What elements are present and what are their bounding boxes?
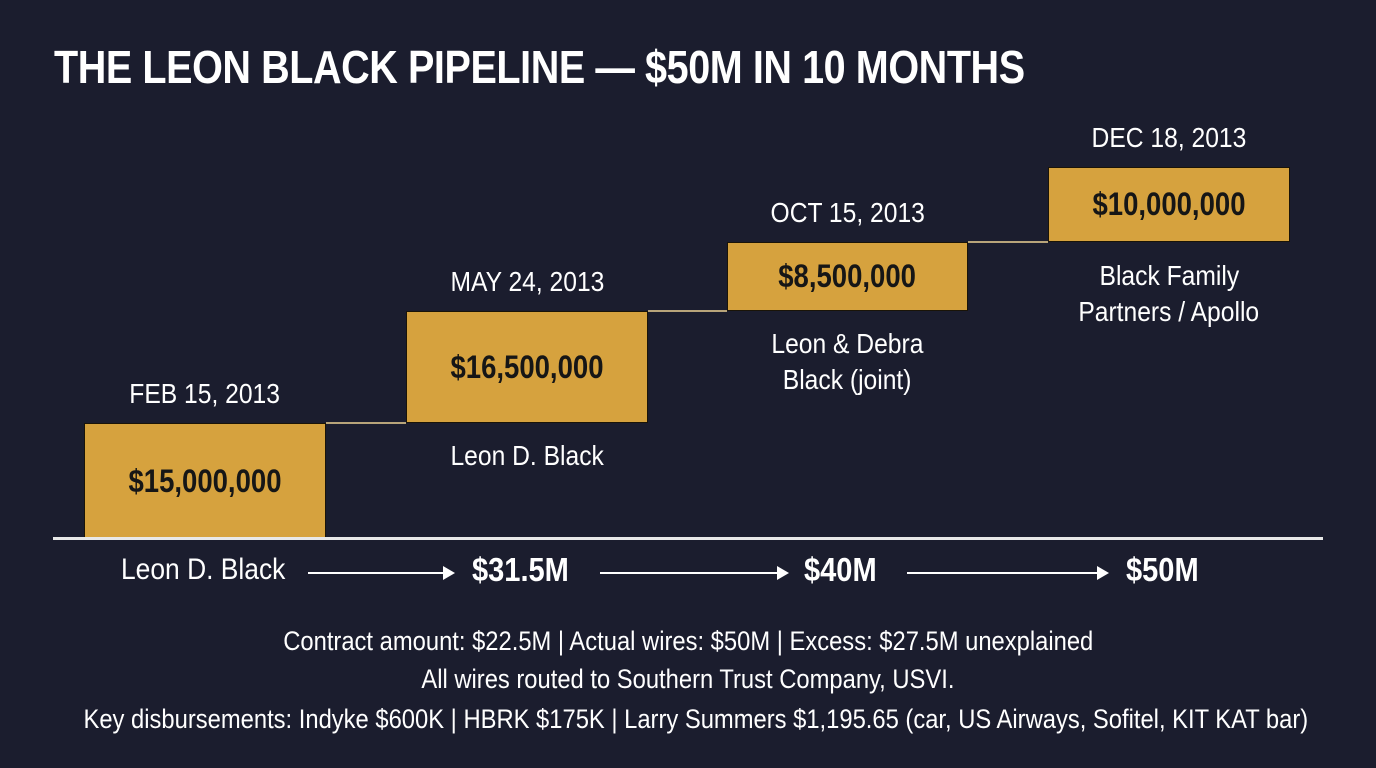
footer-line-3: Key disbursements: Indyke $600K | HBRK $… xyxy=(83,704,1309,734)
step-4-payer: Black Family Partners / Apollo xyxy=(1078,260,1260,327)
step-3-amount-box: $8,500,000 xyxy=(727,242,968,311)
step-3-date: OCT 15, 2013 xyxy=(770,197,925,228)
arrow-right-icon xyxy=(907,566,1109,580)
step-2-date: MAY 24, 2013 xyxy=(450,266,604,297)
arrow-right-icon xyxy=(600,566,789,580)
flow-cumulative-3: $50M xyxy=(1126,551,1199,588)
step-4-amount-box: $10,000,000 xyxy=(1048,167,1290,242)
baseline-divider xyxy=(53,537,1323,540)
step-4-date: DEC 18, 2013 xyxy=(1091,122,1247,153)
step-2-connector xyxy=(648,310,727,312)
step-2-amount-box: $16,500,000 xyxy=(406,311,648,423)
arrow-right-icon xyxy=(308,566,455,580)
footer-line-2: All wires routed to Southern Trust Compa… xyxy=(421,664,955,694)
flow-cumulative-1: $31.5M xyxy=(472,551,569,588)
step-3-connector xyxy=(968,241,1048,243)
flow-start-label: Leon D. Black xyxy=(121,553,286,586)
page-title: THE LEON BLACK PIPELINE — $50M IN 10 MON… xyxy=(54,41,1025,93)
step-1-amount-box: $15,000,000 xyxy=(84,423,326,539)
flow-cumulative-2: $40M xyxy=(804,551,877,588)
step-3-payer: Leon & Debra Black (joint) xyxy=(771,328,924,395)
step-2-payer: Leon D. Black xyxy=(450,440,604,471)
step-1-date: FEB 15, 2013 xyxy=(129,378,281,409)
footer-line-1: Contract amount: $22.5M | Actual wires: … xyxy=(282,626,1094,656)
step-1-connector xyxy=(326,422,406,424)
